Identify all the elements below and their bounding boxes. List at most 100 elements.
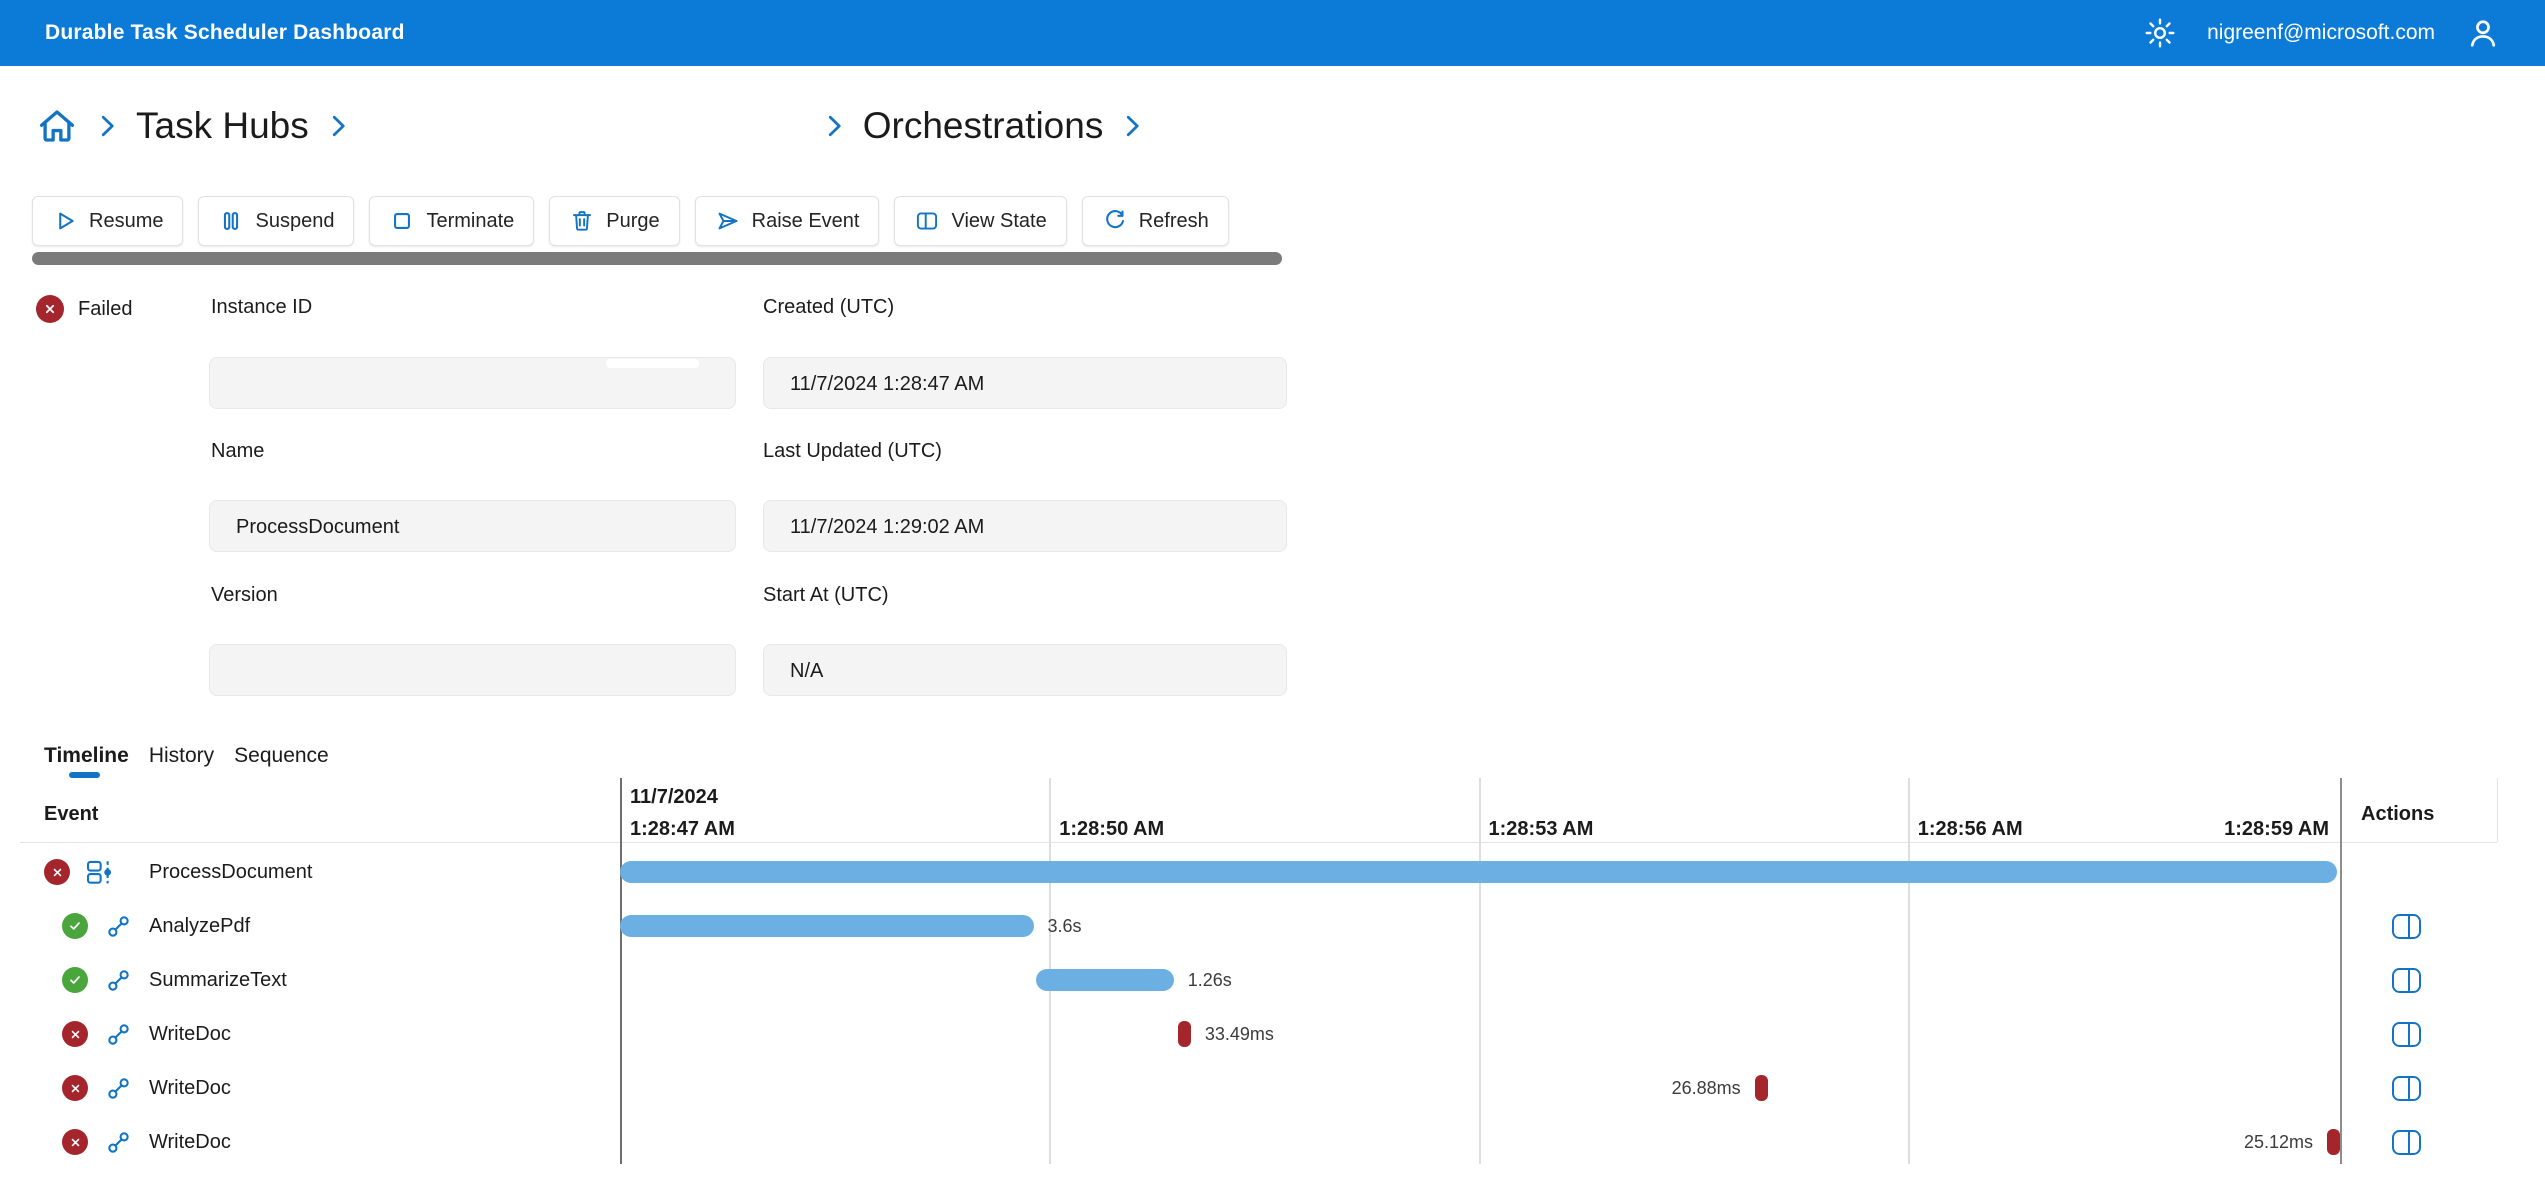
send-icon [715, 208, 741, 234]
app-header-right: nigreenf@microsoft.com [2143, 15, 2501, 51]
failed-status-icon [62, 1075, 88, 1101]
timeline-row: WriteDoc 33.49ms [0, 1007, 2545, 1061]
field-value-name[interactable]: ProcessDocument [209, 500, 736, 552]
tab-sequence[interactable]: Sequence [234, 744, 329, 767]
field-value-created[interactable]: 11/7/2024 1:28:47 AM [763, 357, 1287, 409]
view-state-button[interactable]: View State [894, 196, 1067, 246]
stop-icon [389, 208, 415, 234]
timeline-bar[interactable] [620, 915, 1034, 937]
axis-date-label: 11/7/2024 [630, 786, 718, 808]
redaction-strip [606, 359, 699, 368]
field-label-last-updated: Last Updated (UTC) [763, 440, 942, 462]
axis-tick-label: 1:28:56 AM [1917, 818, 2023, 840]
timeline-row-label: WriteDoc [149, 1131, 231, 1153]
chevron-right-icon [323, 111, 353, 141]
gear-icon[interactable] [2143, 16, 2177, 50]
app-header: Durable Task Scheduler Dashboard nigreen… [0, 0, 2545, 66]
button-label: Refresh [1138, 209, 1209, 232]
toolbar-scrollbar[interactable] [32, 252, 1282, 265]
timeline-row: WriteDoc 26.88ms [0, 1061, 2545, 1115]
duration-label: 26.88ms [1671, 1078, 1741, 1098]
duration-label: 1.26s [1187, 970, 1232, 990]
field-value-start-at[interactable]: N/A [763, 644, 1287, 696]
field-label-instance-id: Instance ID [211, 296, 313, 318]
timeline-bar[interactable] [620, 861, 2337, 883]
view-state-action-icon[interactable] [2391, 1075, 2422, 1102]
field-value-last-updated[interactable]: 11/7/2024 1:29:02 AM [763, 500, 1287, 552]
button-label: Resume [89, 209, 164, 232]
duration-label: 3.6s [1047, 916, 1082, 936]
chevron-right-icon [92, 111, 122, 141]
breadcrumb-task-hubs[interactable]: Task Hubs [136, 105, 309, 146]
timeline-row-label: WriteDoc [149, 1023, 231, 1045]
status-badge-label: Failed [78, 297, 133, 320]
timeline-row-label: SummarizeText [149, 969, 287, 991]
event-column-header: Event [44, 803, 99, 825]
timeline-row-label: ProcessDocument [149, 861, 313, 883]
field-label-start-at: Start At (UTC) [763, 584, 889, 606]
timeline-bar[interactable] [1754, 1075, 1768, 1101]
app-title: Durable Task Scheduler Dashboard [45, 21, 405, 44]
table-header-border [20, 842, 2497, 843]
timeline-row: WriteDoc 25.12ms [0, 1115, 2545, 1169]
button-label: View State [951, 209, 1047, 232]
tab-timeline[interactable]: Timeline [44, 744, 129, 767]
refresh-icon [1102, 208, 1128, 234]
timeline-row: AnalyzePdf 3.6s [0, 899, 2545, 953]
orchestration-toolbar: Resume Suspend Terminate Purge [32, 196, 1229, 246]
actions-column-border [2497, 778, 2498, 842]
failed-status-icon [62, 1129, 88, 1155]
user-avatar-icon[interactable] [2465, 15, 2501, 51]
active-tab-indicator [69, 772, 100, 778]
timeline-bar[interactable] [1178, 1021, 1191, 1047]
chevron-right-icon [819, 111, 849, 141]
axis-tick-label: 1:28:47 AM [630, 818, 735, 840]
grid-line [1907, 778, 1910, 1164]
field-label-name: Name [211, 440, 265, 462]
failed-status-icon [62, 1021, 88, 1047]
actions-column-header: Actions [2361, 803, 2435, 825]
field-label-version: Version [211, 584, 278, 606]
view-state-action-icon[interactable] [2391, 913, 2422, 940]
orchestration-icon [85, 858, 113, 886]
detail-tabs: Timeline History Sequence [44, 744, 329, 768]
grid-line [620, 778, 622, 1164]
terminate-button[interactable]: Terminate [369, 196, 535, 246]
refresh-button[interactable]: Refresh [1081, 196, 1229, 246]
failed-status-icon [44, 859, 70, 885]
success-status-icon [62, 967, 88, 993]
purge-button[interactable]: Purge [549, 196, 680, 246]
activity-icon [106, 1076, 131, 1101]
timeline-bar[interactable] [1036, 969, 1174, 991]
actions-separator [2340, 778, 2342, 1164]
view-state-action-icon[interactable] [2391, 1021, 2422, 1048]
button-label: Raise Event [751, 209, 860, 232]
field-value-version[interactable] [209, 644, 736, 696]
timeline-row: ProcessDocument [0, 845, 2545, 899]
activity-icon [106, 1022, 131, 1047]
trash-icon [569, 208, 595, 234]
view-state-action-icon[interactable] [2391, 1129, 2422, 1156]
suspend-button[interactable]: Suspend [198, 196, 355, 246]
success-status-icon [62, 913, 88, 939]
view-state-icon [914, 208, 940, 234]
tab-history[interactable]: History [148, 744, 215, 767]
resume-button[interactable]: Resume [32, 196, 184, 246]
timeline-bar[interactable] [2326, 1129, 2340, 1155]
breadcrumb-redacted-gap [367, 126, 805, 127]
activity-icon [106, 1130, 131, 1155]
button-label: Purge [606, 209, 660, 232]
raise-event-button[interactable]: Raise Event [694, 196, 880, 246]
button-label: Terminate [426, 209, 515, 232]
field-label-created: Created (UTC) [763, 296, 895, 318]
play-icon [52, 208, 78, 234]
breadcrumb-orchestrations[interactable]: Orchestrations [862, 105, 1104, 146]
axis-tick-label: 1:28:59 AM [2224, 818, 2329, 840]
home-icon[interactable] [36, 105, 78, 147]
timeline-row-label: WriteDoc [149, 1077, 231, 1099]
breadcrumb: Task Hubs Orchestrations [36, 96, 1147, 156]
axis-tick-label: 1:28:53 AM [1488, 818, 1594, 840]
status-badge: Failed [36, 295, 132, 323]
view-state-action-icon[interactable] [2391, 967, 2422, 994]
